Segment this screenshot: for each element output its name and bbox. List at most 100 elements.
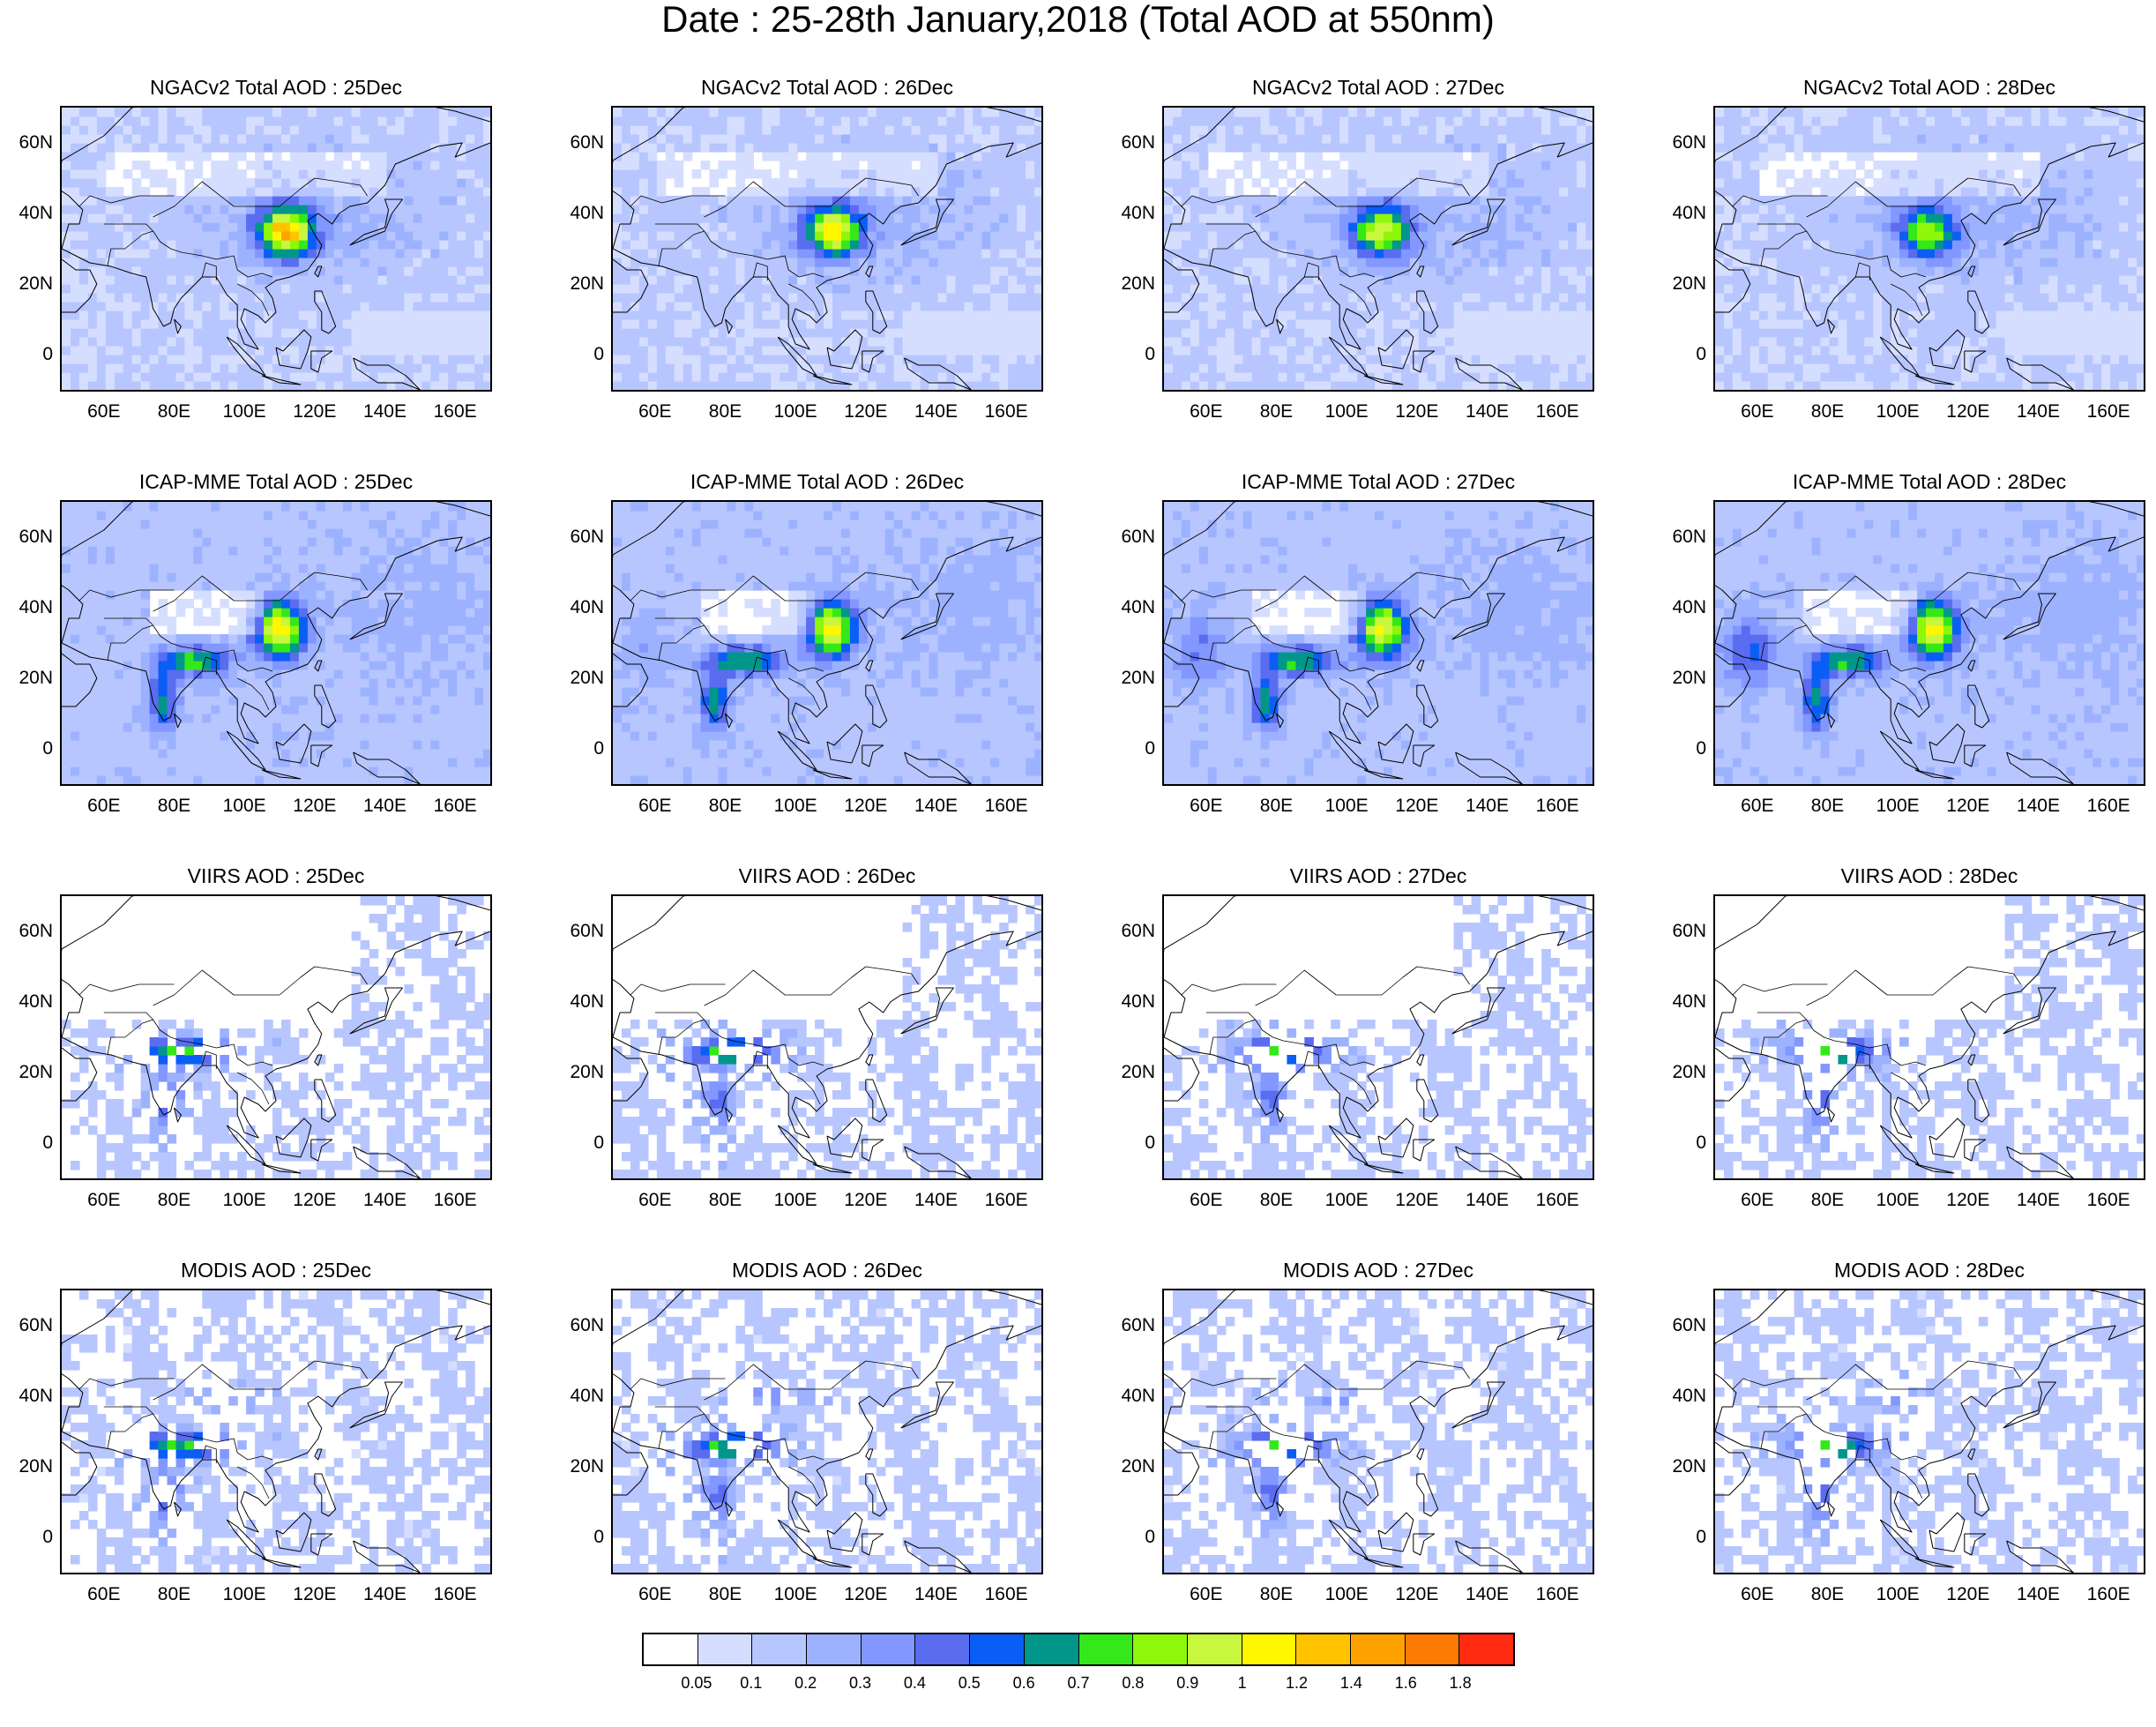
lon-tick-label: 140E — [362, 401, 407, 422]
lat-tick-label: 60N — [1121, 921, 1155, 941]
lat-tick-label: 20N — [19, 1456, 53, 1477]
coastline — [1964, 1139, 1987, 1162]
map-plot-area — [60, 500, 492, 786]
coastline — [862, 1139, 884, 1162]
lat-tick-label: 60N — [1672, 1315, 1706, 1335]
country-border — [103, 1406, 273, 1461]
lon-tick-label: 60E — [1741, 1584, 1774, 1604]
lat-tick-label: 20N — [1121, 273, 1155, 294]
coastline — [812, 375, 853, 385]
lat-tick-label: 40N — [19, 1386, 53, 1406]
country-border — [654, 1406, 824, 1461]
aod-field-map — [1164, 108, 1593, 390]
country-border — [237, 1072, 270, 1105]
country-border — [788, 1072, 821, 1105]
lon-tick-label: 100E — [1876, 401, 1920, 422]
coastline — [226, 1125, 266, 1165]
coastline — [1827, 318, 1835, 334]
lon-tick-label: 100E — [1876, 796, 1920, 816]
lat-tick-label: 0 — [1696, 738, 1706, 759]
lon-tick-label: 80E — [1810, 1584, 1845, 1604]
lat-tick-label: 60N — [570, 527, 604, 547]
coastline — [777, 336, 817, 377]
lat-tick-label: 0 — [593, 1133, 604, 1153]
lat-tick-label: 60N — [570, 1315, 604, 1335]
lon-tick-label: 140E — [362, 1584, 407, 1604]
map-panel: NGACv2 Total AOD : 27Dec 60N 40N 20N 0 60E 80E… — [1102, 76, 1631, 455]
coastline — [62, 1290, 490, 1432]
aod-field-map — [1715, 896, 2144, 1178]
country-border — [658, 1413, 705, 1450]
coastline — [314, 1079, 337, 1123]
coastline — [826, 723, 863, 764]
map-panel: ICAP-MME Total AOD : 27Dec 60N 40N 20N 0 60E 8… — [1102, 470, 1631, 849]
country-border — [103, 617, 273, 672]
coastline — [1413, 350, 1436, 373]
coastline — [865, 1079, 888, 1123]
coastline — [2006, 1540, 2074, 1573]
coastline — [1451, 987, 1505, 1035]
lon-tick-label: 80E — [157, 1584, 191, 1604]
lat-tick-label: 40N — [1672, 203, 1706, 223]
coastline — [314, 265, 323, 278]
coastline — [1276, 1107, 1284, 1123]
colorbar-label: 0.8 — [1122, 1674, 1145, 1692]
coastline — [353, 1146, 421, 1178]
country-border — [107, 230, 153, 267]
aod-field-cells — [613, 502, 1041, 784]
lat-tick-label: 40N — [1121, 1386, 1155, 1406]
colorbar — [642, 1633, 1515, 1666]
country-border — [1760, 624, 1807, 662]
lat-tick-label: 60N — [19, 1315, 53, 1335]
panel-title: ICAP-MME Total AOD : 27Dec — [1241, 470, 1516, 493]
lat-tick-label: 0 — [1696, 1133, 1706, 1153]
coastline — [1928, 1512, 1966, 1552]
coastline — [1164, 931, 1593, 1139]
coastline — [1416, 1448, 1425, 1461]
coastline — [62, 1047, 98, 1102]
map-panel: MODIS AOD : 25Dec 60N 40N 20N 0 60E 80E 100E 120… — [0, 1259, 529, 1638]
coastline — [1416, 265, 1425, 278]
lon-tick-label: 60E — [1190, 1584, 1223, 1604]
coastline — [1164, 536, 1593, 744]
coastline — [1455, 1540, 1523, 1573]
country-border — [1255, 177, 1470, 218]
panel-title: MODIS AOD : 28Dec — [1833, 1259, 2025, 1282]
coastline — [2003, 593, 2056, 640]
lon-tick-label: 160E — [1535, 401, 1579, 422]
lon-tick-label: 80E — [1810, 796, 1845, 816]
country-border — [237, 677, 270, 711]
country-border — [78, 983, 175, 996]
colorbar-swatch — [752, 1634, 808, 1664]
aod-field-cells — [1715, 896, 2144, 1178]
coastline — [310, 1533, 333, 1556]
country-border — [1757, 223, 1927, 278]
aod-field-map — [613, 1290, 1041, 1573]
colorbar-swatch — [915, 1634, 971, 1664]
coastline — [1914, 375, 1955, 385]
lon-tick-label: 80E — [1810, 401, 1845, 422]
coastline — [1715, 258, 1751, 313]
aod-field-cells — [1715, 1290, 2144, 1573]
country-border — [107, 624, 153, 662]
coastline — [1416, 1079, 1439, 1123]
coastline — [1715, 108, 2144, 250]
coastline — [613, 108, 1041, 250]
lat-tick-label: 40N — [1121, 203, 1155, 223]
coastline — [2003, 1381, 2056, 1429]
coastline — [904, 1146, 972, 1178]
coastline — [1363, 769, 1404, 780]
lon-tick-label: 80E — [1259, 1584, 1294, 1604]
country-border — [630, 983, 726, 996]
lon-tick-label: 120E — [844, 1584, 888, 1604]
coastline — [1914, 769, 1955, 780]
country-border — [107, 1019, 153, 1056]
country-border — [1303, 262, 1319, 280]
country-border — [1757, 1406, 1927, 1461]
colorbar-swatch — [1350, 1634, 1406, 1664]
country-border — [752, 262, 768, 280]
aod-field-map — [62, 896, 490, 1178]
map-plot-area — [60, 106, 492, 392]
coastline — [1377, 1512, 1414, 1552]
country-border — [1891, 283, 1923, 317]
